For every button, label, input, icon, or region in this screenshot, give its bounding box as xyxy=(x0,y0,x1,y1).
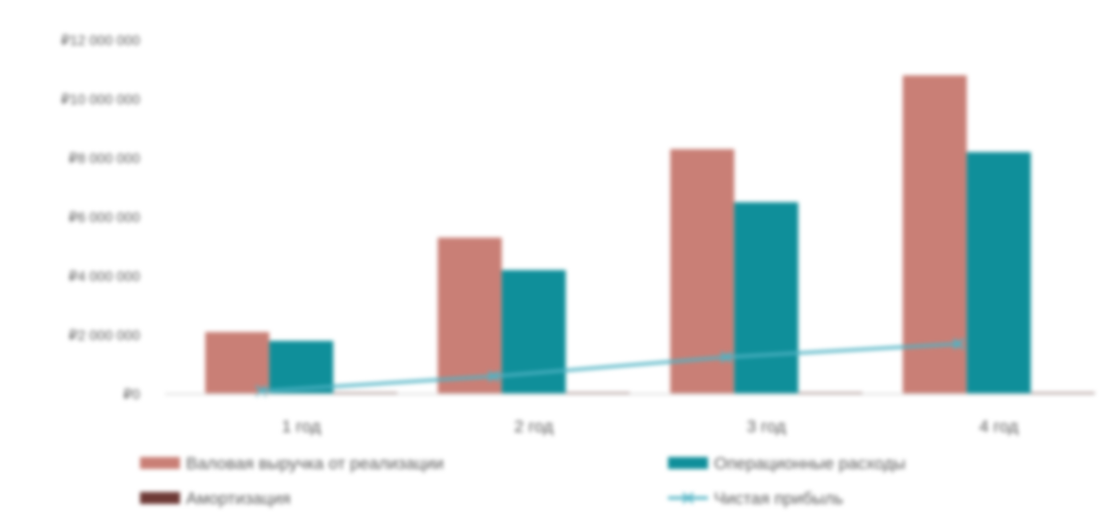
legend-label: Амортизация xyxy=(186,489,291,508)
y-tick-label: ₽0 xyxy=(123,386,140,402)
y-tick-label: ₽6 000 000 xyxy=(69,209,140,225)
legend-marker-b xyxy=(682,492,694,504)
x-axis: 1 год 2 год 3 год 4 год xyxy=(165,393,1095,436)
bar-1-1-год xyxy=(205,332,270,394)
legend-item: Операционные расходы xyxy=(668,454,906,473)
bar-1-2-год xyxy=(437,237,502,394)
bar-2-3-год xyxy=(734,202,799,394)
line-marker-b xyxy=(952,337,965,350)
line-point xyxy=(487,370,500,383)
legend-item: Амортизация xyxy=(140,489,291,508)
legend-label: Валовая выручка от реализации xyxy=(186,454,444,473)
category-label: 1 год xyxy=(282,417,321,436)
line-series xyxy=(261,342,959,393)
category-label: 4 год xyxy=(979,417,1018,436)
category-label: 3 год xyxy=(747,417,786,436)
line-point xyxy=(720,351,733,364)
legend-label: Чистая прибыль xyxy=(714,489,843,508)
legend-swatch xyxy=(140,457,180,469)
line-marker-b xyxy=(720,351,733,364)
legend: Валовая выручка от реализации Операционны… xyxy=(140,454,906,508)
bar-2-4-год xyxy=(966,152,1031,394)
legend-item: Валовая выручка от реализации xyxy=(140,454,444,473)
bar-2-1-год xyxy=(269,340,334,394)
line-point xyxy=(952,337,965,350)
category-label: 2 год xyxy=(514,417,553,436)
legend-swatch xyxy=(140,492,180,504)
y-tick-label: ₽10 000 000 xyxy=(61,91,140,107)
legend-swatch xyxy=(668,457,708,469)
y-tick-label: ₽8 000 000 xyxy=(69,150,140,166)
legend-item: Чистая прибыль xyxy=(668,489,843,508)
y-tick-label: ₽12 000 000 xyxy=(61,32,140,48)
plot-area xyxy=(205,75,1095,397)
line-marker-b xyxy=(487,370,500,383)
y-tick-label: ₽2 000 000 xyxy=(69,327,140,343)
y-axis: ₽0 ₽2 000 000 ₽4 000 000 ₽6 000 000 ₽8 000 0… xyxy=(61,32,140,402)
y-tick-label: ₽4 000 000 xyxy=(69,268,140,284)
legend-label: Операционные расходы xyxy=(714,454,906,473)
